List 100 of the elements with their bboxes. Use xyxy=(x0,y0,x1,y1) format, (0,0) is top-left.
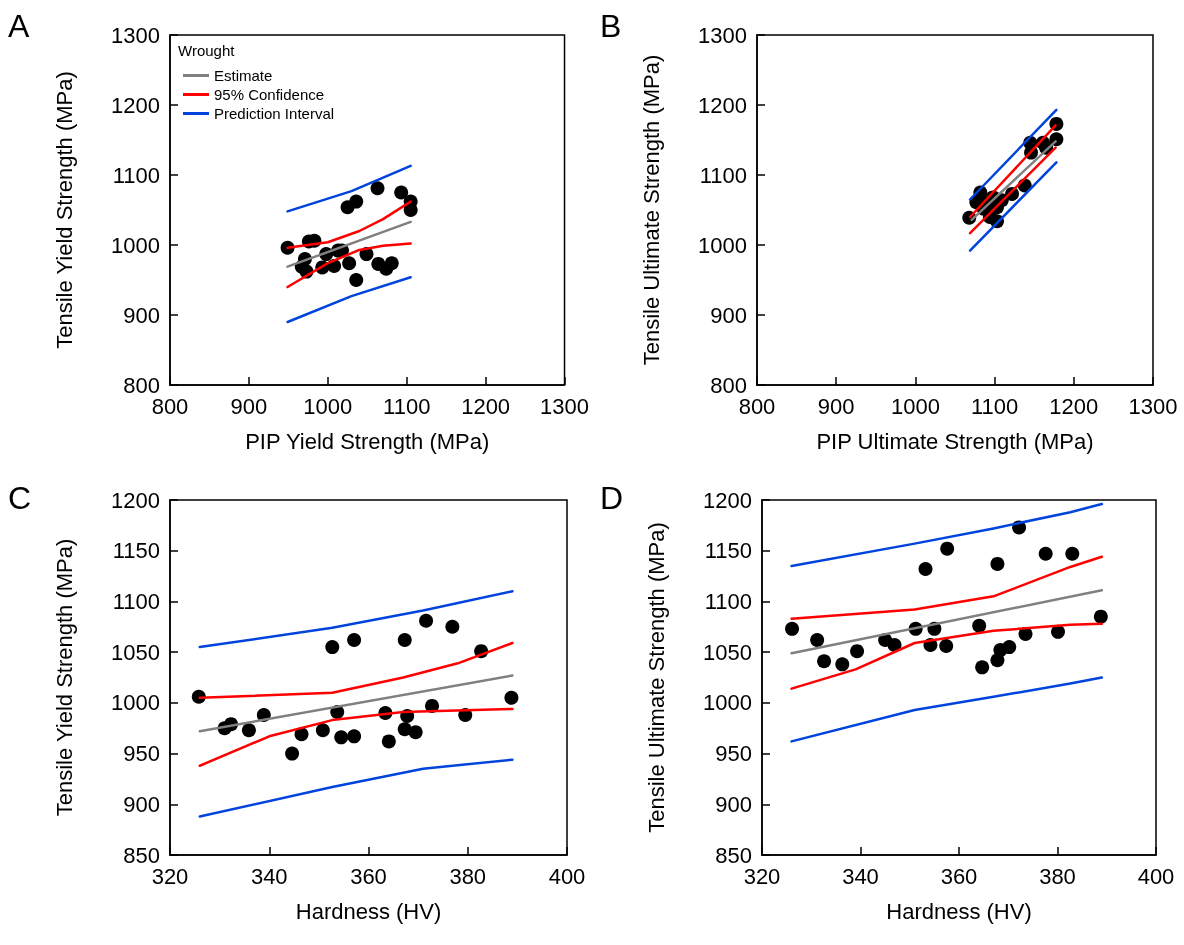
x-axis-title: Hardness (HV) xyxy=(295,898,442,924)
y-tick-label: 1100 xyxy=(112,588,160,614)
point xyxy=(384,256,399,271)
point xyxy=(939,639,954,654)
x-axis-title: Hardness (HV) xyxy=(886,898,1032,924)
point xyxy=(940,541,955,556)
y-tick-label: 900 xyxy=(710,302,747,328)
y-tick-label: 1150 xyxy=(704,538,752,564)
point xyxy=(810,632,825,647)
x-axis-title: PIP Ultimate Strength (MPa) xyxy=(816,428,1094,454)
x-tick-label: 400 xyxy=(1137,863,1175,889)
y-tick-label: 1100 xyxy=(704,588,752,614)
x-tick-label: 1300 xyxy=(540,393,590,419)
line-series xyxy=(286,242,412,289)
x-tick-label: 400 xyxy=(548,863,586,889)
line-series xyxy=(198,590,514,649)
point xyxy=(975,660,990,675)
point xyxy=(1093,609,1108,624)
x-tick-label: 340 xyxy=(842,863,879,889)
point xyxy=(334,730,349,745)
y-tick-label: 1200 xyxy=(111,92,160,118)
line-series xyxy=(790,676,1104,743)
y-tick-label: 900 xyxy=(123,302,160,328)
y-tick-label: 1300 xyxy=(698,22,747,48)
point xyxy=(785,621,800,636)
x-tick-label: 1000 xyxy=(303,393,353,419)
point xyxy=(349,273,364,287)
point xyxy=(315,723,330,738)
point xyxy=(381,734,396,749)
point xyxy=(349,194,364,209)
y-tick-label: 1000 xyxy=(111,232,160,258)
line-series xyxy=(198,707,514,767)
point xyxy=(1002,640,1017,655)
point xyxy=(887,638,902,653)
text: D xyxy=(600,480,624,516)
x-tick-label: 1000 xyxy=(890,393,940,419)
y-tick-label: 900 xyxy=(715,791,752,817)
point xyxy=(972,618,987,633)
y-tick-label: 1050 xyxy=(111,639,160,665)
y-tick-label: 1200 xyxy=(698,92,747,118)
y-axis-title: Tensile Ultimate Strength (MPa) xyxy=(643,522,669,833)
y-tick-label: 1100 xyxy=(112,162,160,188)
point xyxy=(1038,546,1053,561)
point xyxy=(325,640,340,655)
y-tick-label: 950 xyxy=(123,741,160,767)
x-tick-label: 380 xyxy=(1039,863,1076,889)
y-tick-label: 1100 xyxy=(699,162,747,188)
point xyxy=(397,632,412,647)
point xyxy=(990,556,1005,571)
legend-label: 95% Confidence xyxy=(214,86,325,103)
point xyxy=(835,657,850,672)
x-tick-label: 1100 xyxy=(970,393,1019,419)
text: C xyxy=(8,480,32,516)
y-tick-label: 950 xyxy=(715,741,752,767)
text: A xyxy=(8,8,30,44)
point xyxy=(419,613,434,628)
point xyxy=(918,561,933,576)
y-tick-label: 1150 xyxy=(112,538,160,564)
point xyxy=(241,723,256,738)
point xyxy=(403,203,418,217)
point xyxy=(850,644,865,659)
x-tick-label: 1300 xyxy=(1128,393,1178,419)
y-axis-title: Tensile Yield Strength (MPa) xyxy=(51,538,77,817)
y-tick-label: 1300 xyxy=(111,22,160,48)
point xyxy=(370,181,385,196)
y-tick-label: 1200 xyxy=(111,487,160,513)
line-series xyxy=(198,758,514,818)
x-tick-label: 360 xyxy=(350,863,387,889)
point xyxy=(347,632,362,647)
point xyxy=(1065,546,1080,561)
legend-label: Prediction Interval xyxy=(214,105,335,122)
y-axis-title: Tensile Ultimate Strength (MPa) xyxy=(638,54,664,366)
point xyxy=(445,619,460,634)
legend-label: Estimate xyxy=(214,67,273,84)
line-series xyxy=(790,502,1104,568)
legend-title: Wrought xyxy=(178,42,236,59)
point xyxy=(817,654,832,669)
point xyxy=(347,729,362,744)
x-tick-label: 340 xyxy=(250,863,288,889)
y-axis-title: Tensile Yield Strength (MPa) xyxy=(51,71,77,349)
y-tick-label: 1000 xyxy=(703,690,752,716)
x-tick-label: 900 xyxy=(817,393,855,419)
x-tick-label: 1100 xyxy=(383,393,431,419)
point xyxy=(285,746,300,761)
point xyxy=(504,690,519,705)
point xyxy=(394,185,409,200)
y-tick-label: 900 xyxy=(123,791,160,817)
point xyxy=(1049,132,1064,147)
y-tick-label: 1000 xyxy=(111,690,160,716)
line-series xyxy=(790,555,1104,620)
y-tick-label: 1200 xyxy=(703,487,752,513)
x-tick-label: 380 xyxy=(449,863,487,889)
y-tick-label: 1050 xyxy=(703,639,752,665)
x-tick-label: 1200 xyxy=(1049,393,1099,419)
point xyxy=(408,725,423,740)
x-axis-title: PIP Yield Strength (MPa) xyxy=(245,428,490,454)
point xyxy=(342,256,357,271)
point xyxy=(1051,624,1065,639)
x-tick-label: 1200 xyxy=(461,393,511,419)
text: B xyxy=(600,8,622,44)
